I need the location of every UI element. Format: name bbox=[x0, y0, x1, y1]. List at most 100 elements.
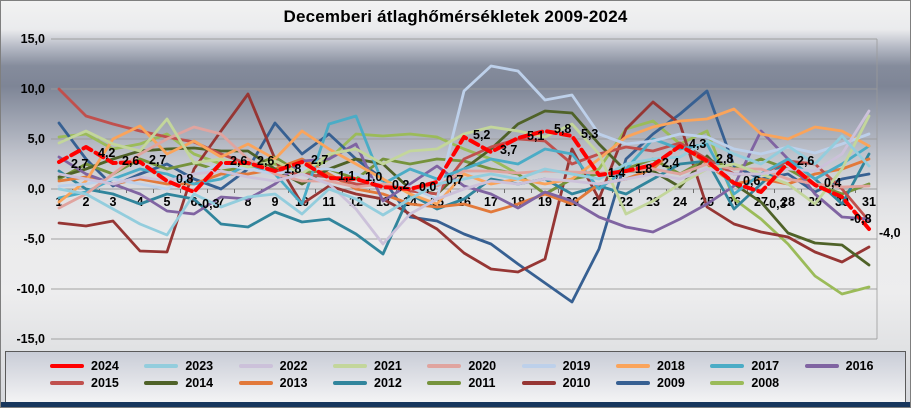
series-line-2024[interactable] bbox=[57, 129, 871, 231]
y-tick-label: 10,0 bbox=[21, 82, 45, 96]
data-label-2024-day30: -0,8 bbox=[850, 212, 872, 226]
legend-swatch-2009 bbox=[616, 381, 650, 385]
x-tick-label: 8 bbox=[245, 195, 252, 209]
legend-item-2022[interactable]: 2022 bbox=[238, 359, 333, 373]
legend-year-label: 2011 bbox=[468, 376, 496, 390]
data-label-2024-day15: 0,7 bbox=[446, 173, 463, 187]
series-line-2022[interactable] bbox=[57, 109, 871, 246]
x-tick-label: 21 bbox=[592, 195, 606, 209]
x-tick-label: 28 bbox=[781, 195, 795, 209]
data-label-2024-day12: 1,0 bbox=[365, 170, 382, 184]
series-line-2021[interactable] bbox=[57, 114, 871, 216]
data-label-2024-day20: 5,3 bbox=[581, 127, 598, 141]
legend-item-2023[interactable]: 2023 bbox=[144, 359, 238, 373]
data-label-2024-day23: 2,4 bbox=[662, 156, 679, 170]
legend-item-2016[interactable]: 2016 bbox=[804, 359, 899, 373]
legend-year-label: 2024 bbox=[91, 359, 119, 373]
legend-item-2024[interactable]: 2024 bbox=[50, 359, 144, 373]
y-tick-label: -10,0 bbox=[17, 282, 46, 296]
x-tick-label: 3 bbox=[110, 195, 117, 209]
legend-swatch-2020 bbox=[427, 364, 462, 368]
legend-item-2008[interactable]: 2008 bbox=[710, 376, 804, 390]
data-label-2024-day26: 0,6 bbox=[743, 174, 760, 188]
data-label-2024-day11: 1,1 bbox=[338, 169, 355, 183]
legend-year-label: 2008 bbox=[751, 376, 780, 390]
x-tick-label: 5 bbox=[164, 195, 171, 209]
data-label-2024-day3: 2,6 bbox=[122, 154, 139, 168]
series-line-2010[interactable] bbox=[57, 92, 871, 274]
legend-item-2015[interactable]: 2015 bbox=[50, 376, 144, 390]
data-label-2024-day1: 2,7 bbox=[71, 157, 88, 171]
legend-year-label: 2019 bbox=[562, 359, 591, 373]
legend-swatch-2023 bbox=[144, 364, 179, 368]
legend-item-2020[interactable]: 2020 bbox=[427, 359, 521, 373]
data-label-2024-day5: 0,8 bbox=[176, 172, 193, 186]
chart-title: Decemberi átlaghőmérsékletek 2009-2024 bbox=[283, 7, 628, 26]
x-tick-label: 24 bbox=[673, 195, 687, 209]
legend-grid: 2024 2023 2022 2021 2020 2019 2018 2017 2016 2015… bbox=[6, 352, 905, 394]
series-line-2023[interactable] bbox=[57, 134, 871, 237]
plot-area: 15,010,05,00,0-5,0-10,0-15,01 2 3 4 5 6 7 8 9 10 1… bbox=[17, 32, 901, 346]
series-line-2016[interactable] bbox=[57, 129, 871, 234]
legend-item-2011[interactable]: 2011 bbox=[427, 376, 521, 390]
data-label-2024-day21: 1,4 bbox=[608, 166, 625, 180]
legend-swatch-2014 bbox=[144, 381, 179, 385]
series-line-2020[interactable] bbox=[57, 125, 871, 210]
legend-year-label: 2021 bbox=[374, 359, 402, 373]
legend-year-label: 2014 bbox=[185, 376, 214, 390]
data-label-2024-day19: 5,8 bbox=[554, 122, 571, 136]
data-label-2024-day14: 0,0 bbox=[419, 180, 436, 194]
legend-swatch-2017 bbox=[710, 364, 745, 368]
y-tick-label: -15,0 bbox=[17, 332, 46, 346]
data-label-2024-day4: 2,7 bbox=[149, 153, 166, 167]
legend-item-2012[interactable]: 2012 bbox=[333, 376, 427, 390]
legend-year-label: 2017 bbox=[751, 359, 780, 373]
data-label-2024-day9: 1,8 bbox=[284, 162, 301, 176]
legend-item-2019[interactable]: 2019 bbox=[521, 359, 616, 373]
data-label-2024-day22: 1,8 bbox=[635, 162, 652, 176]
x-tick-label: 4 bbox=[137, 195, 144, 209]
data-label-2024-day8: 2,6 bbox=[257, 154, 274, 168]
legend-item-2018[interactable]: 2018 bbox=[616, 359, 710, 373]
series-line-2018[interactable] bbox=[57, 107, 871, 206]
x-tick-label: 17 bbox=[484, 195, 498, 209]
legend-swatch-2016 bbox=[804, 364, 839, 368]
legend-year-label: 2016 bbox=[845, 359, 874, 373]
data-label-2024-day18: 5,1 bbox=[527, 129, 544, 143]
x-tick-label: 11 bbox=[322, 195, 335, 209]
data-label-2024-day13: 0,2 bbox=[392, 178, 409, 192]
x-tick-label: 2 bbox=[83, 195, 90, 209]
legend-year-label: 2023 bbox=[185, 359, 214, 373]
x-tick-label: 7 bbox=[218, 195, 225, 209]
series-line-2008[interactable] bbox=[57, 119, 871, 296]
legend: 2024 2023 2022 2021 2020 2019 2018 2017 2016 2015… bbox=[5, 351, 906, 404]
data-label-2024-day6: -0,3 bbox=[198, 197, 220, 211]
data-label-2024-day31: -4,0 bbox=[879, 226, 901, 240]
legend-item-2013[interactable]: 2013 bbox=[238, 376, 333, 390]
data-label-2024-day29: 0,4 bbox=[824, 176, 841, 190]
x-tick-label: 19 bbox=[538, 195, 552, 209]
legend-item-2009[interactable]: 2009 bbox=[616, 376, 710, 390]
legend-swatch-2013 bbox=[238, 381, 273, 385]
legend-item-2014[interactable]: 2014 bbox=[144, 376, 238, 390]
series-line-2017[interactable] bbox=[57, 114, 871, 206]
data-label-2024-day2: 4,2 bbox=[98, 146, 115, 160]
legend-item-2010[interactable]: 2010 bbox=[521, 376, 616, 390]
data-label-2024-day16: 5,2 bbox=[473, 128, 490, 142]
bottom-bar bbox=[1, 402, 910, 407]
legend-swatch-2011 bbox=[427, 381, 462, 385]
legend-swatch-2012 bbox=[333, 381, 367, 385]
series-line-2012[interactable] bbox=[57, 152, 871, 256]
x-tick-label: 9 bbox=[272, 195, 279, 209]
y-tick-label: -5,0 bbox=[23, 232, 45, 246]
legend-year-label: 2018 bbox=[657, 359, 685, 373]
series-line-2009[interactable] bbox=[57, 89, 871, 304]
legend-year-label: 2015 bbox=[91, 376, 119, 390]
y-tick-label: 5,0 bbox=[28, 132, 45, 146]
legend-swatch-2015 bbox=[50, 381, 84, 385]
legend-item-2021[interactable]: 2021 bbox=[333, 359, 427, 373]
y-tick-label: 15,0 bbox=[21, 32, 45, 46]
legend-item-2017[interactable]: 2017 bbox=[710, 359, 804, 373]
legend-year-label: 2013 bbox=[279, 376, 308, 390]
